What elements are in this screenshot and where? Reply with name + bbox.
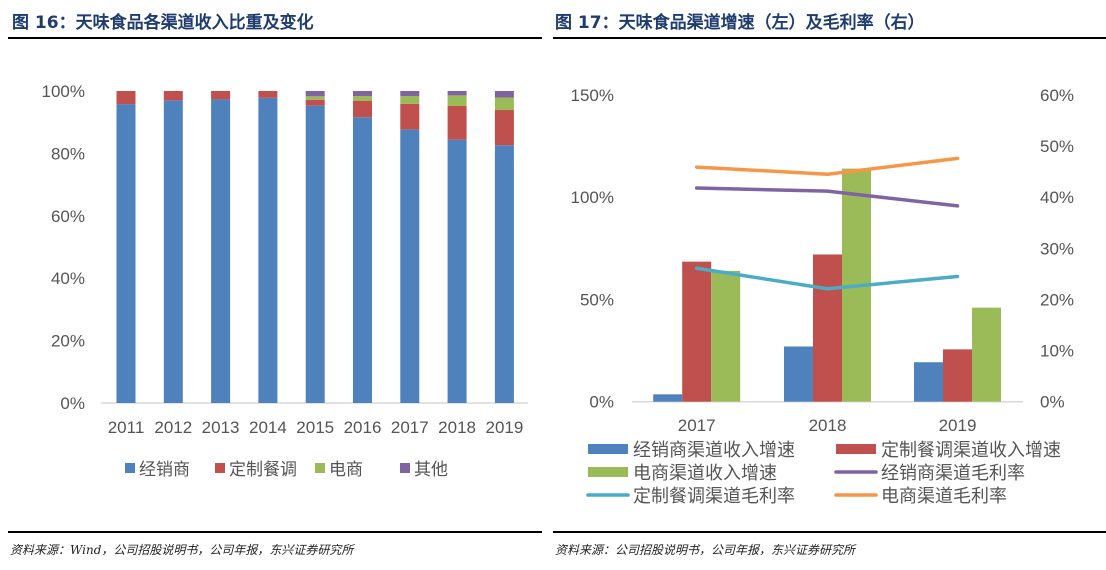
bar-经销商-2016 [353, 117, 372, 403]
right-y-tick-label: 0% [1040, 393, 1065, 412]
left-y-tick-label: 0% [589, 393, 614, 412]
bar-经销商-2019 [494, 145, 514, 403]
bar-定制餐调-2019 [494, 110, 514, 146]
y-tick-label: 20% [51, 332, 85, 351]
legend-label: 电商渠道收入增速 [633, 463, 777, 483]
x-tick-label: 2019 [485, 418, 523, 437]
legend-swatch [400, 463, 410, 473]
line-定制餐调渠道毛利率 [694, 266, 960, 291]
bar-定制餐调-2015 [305, 99, 325, 106]
legend-swatch [588, 444, 628, 454]
right-chart-title: 图 17：天味食品渠道增速（左）及毛利率（右） [555, 13, 925, 33]
bar-定制餐调渠道收入增速-2018 [813, 254, 842, 402]
y-tick-label: 80% [51, 144, 85, 163]
footer-rule [553, 531, 1106, 533]
x-tick-label: 2018 [809, 416, 847, 435]
legend-label: 电商 [329, 460, 363, 479]
bar-定制餐调-2016 [353, 100, 372, 118]
legend-label: 定制餐调渠道收入增速 [881, 440, 1061, 460]
bar-定制餐调-2013 [211, 91, 231, 100]
x-tick-label: 2017 [391, 418, 429, 437]
legend-label: 经销商渠道毛利率 [881, 463, 1025, 483]
bar-定制餐调-2018 [447, 105, 467, 140]
x-tick-label: 2018 [438, 418, 476, 437]
y-tick-label: 0% [60, 394, 85, 413]
bar-电商-2018 [447, 95, 467, 106]
header-rule [553, 37, 1106, 39]
legend-label: 其他 [414, 460, 448, 479]
bar-电商-2016 [353, 95, 372, 101]
right-y-tick-label: 10% [1040, 342, 1074, 361]
footer-rule [8, 531, 542, 533]
bar-经销商渠道收入增速-2017 [653, 394, 683, 402]
bar-经销商-2017 [400, 129, 420, 403]
legend-label: 电商渠道毛利率 [881, 486, 1007, 506]
left-chart-title: 图 16：天味食品各渠道收入比重及变化 [12, 13, 314, 33]
legend-swatch [588, 467, 628, 477]
bar-定制餐调-2014 [258, 91, 278, 98]
x-tick-label: 2016 [344, 418, 382, 437]
x-tick-label: 2017 [678, 416, 716, 435]
y-tick-label: 60% [51, 207, 85, 226]
left-y-tick-label: 50% [580, 290, 614, 309]
legend-label: 经销商 [139, 460, 190, 479]
bar-经销商渠道收入增速-2018 [784, 346, 813, 402]
right-y-tick-label: 40% [1040, 188, 1074, 207]
left-y-tick-label: 150% [571, 86, 614, 105]
bar-经销商-2012 [163, 100, 183, 404]
right-y-tick-label: 30% [1040, 239, 1074, 258]
x-tick-label: 2019 [939, 416, 977, 435]
bar-经销商-2018 [447, 139, 467, 403]
bar-其他-2017 [400, 91, 420, 96]
bar-电商-2015 [305, 96, 325, 100]
y-tick-label: 40% [51, 269, 85, 288]
bar-经销商-2015 [305, 105, 325, 403]
header-rule [8, 37, 542, 39]
legend-swatch [215, 463, 225, 473]
right-y-tick-label: 60% [1040, 86, 1074, 105]
bar-电商渠道收入增速-2017 [711, 270, 741, 402]
x-tick-label: 2014 [249, 418, 287, 437]
line-电商渠道毛利率 [694, 156, 960, 176]
bar-电商-2017 [400, 95, 420, 104]
legend-swatch [836, 444, 876, 454]
right-source-note: 资料来源：公司招股说明书，公司年报，东兴证券研究所 [555, 543, 856, 557]
bar-其他-2018 [447, 91, 467, 96]
x-tick-label: 2015 [296, 418, 334, 437]
y-tick-label: 100% [42, 82, 85, 101]
bar-经销商-2011 [116, 104, 136, 403]
x-tick-label: 2013 [202, 418, 240, 437]
bar-定制餐调渠道收入增速-2017 [682, 261, 712, 402]
x-tick-label: 2011 [108, 418, 145, 437]
bar-电商渠道收入增速-2019 [972, 307, 1001, 402]
legend-swatch [315, 463, 325, 473]
x-tick-label: 2012 [154, 418, 192, 437]
legend-label: 经销商渠道收入增速 [633, 440, 795, 460]
right-y-tick-label: 20% [1040, 290, 1074, 309]
bar-其他-2016 [353, 91, 372, 96]
bar-定制餐调-2017 [400, 103, 420, 130]
bar-经销商渠道收入增速-2019 [914, 362, 943, 402]
legend-label: 定制餐调 [229, 460, 297, 479]
bar-其他-2015 [305, 91, 325, 97]
bar-经销商-2014 [258, 97, 278, 403]
line-经销商渠道毛利率 [694, 186, 960, 208]
legend-swatch [125, 463, 135, 473]
bar-定制餐调-2011 [116, 91, 136, 105]
right-y-tick-label: 50% [1040, 137, 1074, 156]
bar-电商-2019 [494, 97, 514, 111]
bar-定制餐调渠道收入增速-2019 [943, 349, 972, 402]
legend-label: 定制餐调渠道毛利率 [633, 486, 795, 506]
bar-其他-2019 [494, 91, 514, 98]
bar-经销商-2013 [211, 99, 231, 403]
left-y-tick-label: 100% [571, 188, 614, 207]
left-source-note: 资料来源：Wind，公司招股说明书，公司年报，东兴证券研究所 [10, 543, 354, 557]
bar-定制餐调-2012 [163, 91, 183, 101]
